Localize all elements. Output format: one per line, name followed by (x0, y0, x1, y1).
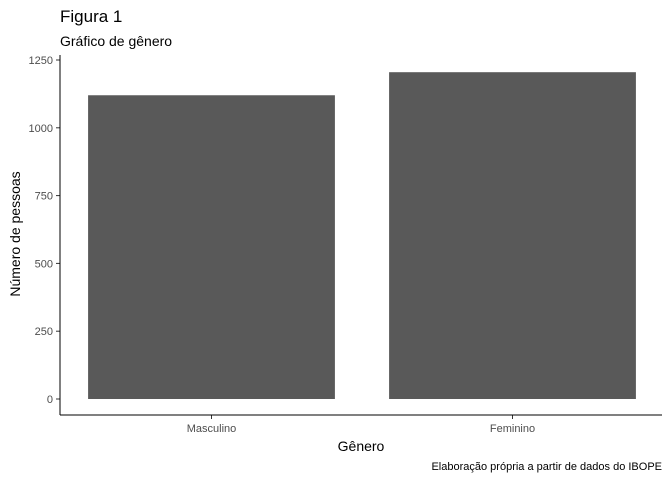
x-tick-label: Feminino (490, 423, 535, 435)
x-tick-label: Masculino (187, 423, 237, 435)
y-axis-title: Número de pessoas (7, 171, 23, 296)
bar-feminino (389, 72, 636, 399)
y-axis-ticks: 0 250 500 750 1000 1250 (29, 55, 60, 406)
chart-title: Figura 1 (60, 7, 122, 26)
y-tick-label: 750 (35, 191, 53, 203)
y-tick-label: 500 (35, 258, 53, 270)
chart-caption: Elaboração própria a partir de dados do … (431, 461, 662, 473)
bars-group (88, 72, 636, 400)
x-axis-ticks: Masculino Feminino (187, 415, 535, 435)
x-axis-title: Gênero (338, 438, 385, 454)
y-tick-label: 250 (35, 326, 53, 338)
y-tick-label: 1250 (29, 55, 53, 67)
y-tick-label: 0 (47, 394, 53, 406)
y-tick-label: 1000 (29, 123, 53, 135)
chart-subtitle: Gráfico de gênero (60, 33, 172, 49)
bar-masculino (88, 95, 335, 400)
